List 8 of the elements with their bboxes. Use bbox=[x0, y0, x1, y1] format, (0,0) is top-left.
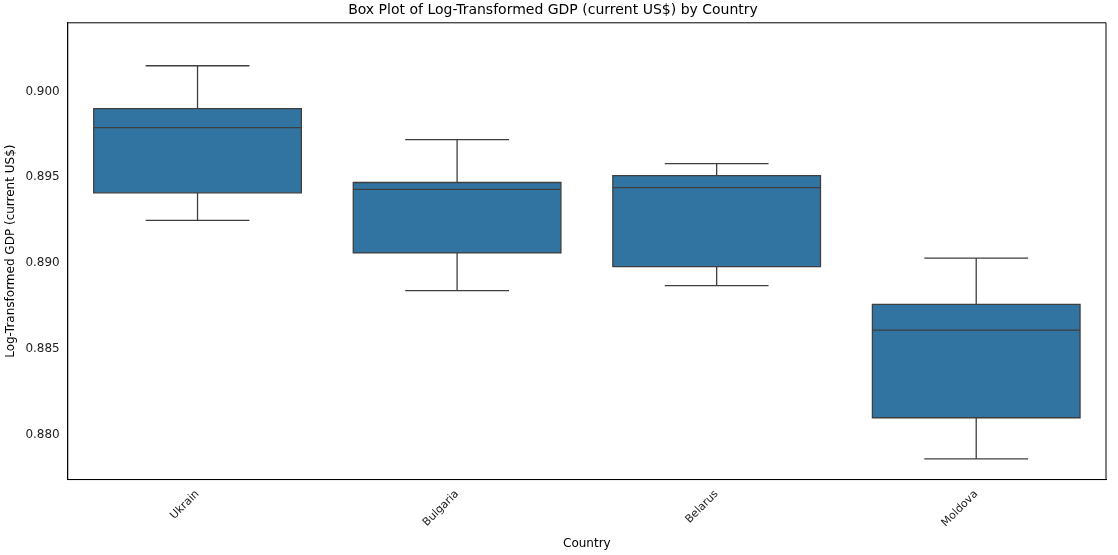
y-tick-label: 0.880 bbox=[25, 427, 60, 442]
chart-title: Box Plot of Log-Transformed GDP (current US$) by Country bbox=[348, 1, 758, 18]
y-tick-label: 0.890 bbox=[25, 255, 60, 270]
y-tick-label: 0.900 bbox=[25, 83, 60, 98]
y-axis-title: Log-Transformed GDP (current US$) bbox=[3, 144, 18, 358]
x-axis-title: Country bbox=[563, 535, 611, 550]
y-tick-label: 0.885 bbox=[25, 341, 60, 356]
y-tick-label: 0.895 bbox=[25, 169, 60, 184]
